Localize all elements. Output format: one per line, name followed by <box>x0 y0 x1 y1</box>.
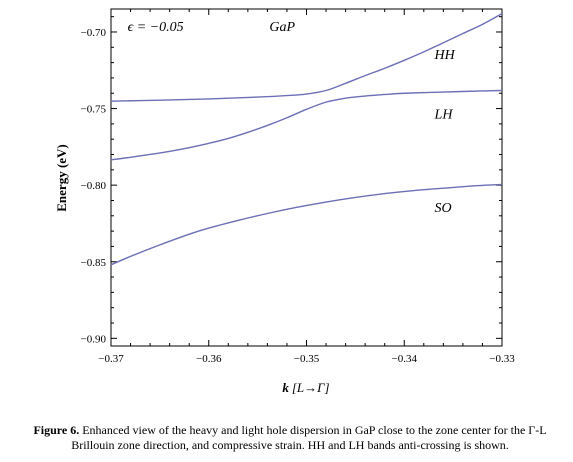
series-line-hh <box>110 12 503 102</box>
x-axis-bracket: [L→Γ] <box>292 380 330 395</box>
ticks <box>110 9 503 346</box>
series-line-lh <box>110 89 503 161</box>
series-line-so <box>110 183 503 266</box>
y-tick-label: −0.70 <box>81 27 107 39</box>
caption-label: Figure 6. <box>33 423 80 437</box>
annotation-label: HH <box>434 48 456 63</box>
x-tick-label: −0.37 <box>98 353 124 365</box>
x-tick-label: −0.36 <box>196 353 222 365</box>
y-tick-label: −0.85 <box>81 257 107 269</box>
annotation-label: GaP <box>269 20 295 35</box>
x-axis-title: k [L→Γ] <box>282 380 329 395</box>
annotation-label: SO <box>435 201 452 216</box>
x-tick-label: −0.33 <box>489 353 515 365</box>
annotations: ϵ = −0.05 GaP HH LH SO <box>128 20 456 216</box>
series-group <box>110 12 503 266</box>
caption-text: Enhanced view of the heavy and light hol… <box>71 423 547 452</box>
y-axis-title: Energy (eV) <box>54 144 69 212</box>
x-axis-variable: k <box>282 380 289 395</box>
tick-labels: −0.37 −0.36 −0.35 −0.34 −0.33 −0.90 −0.85 −0.80… <box>81 27 516 365</box>
annotation-label: ϵ = −0.05 <box>128 20 184 35</box>
y-tick-label: −0.80 <box>81 180 107 192</box>
x-tick-label: −0.34 <box>392 353 418 365</box>
y-tick-label: −0.90 <box>81 333 107 345</box>
x-tick-label: −0.35 <box>294 353 320 365</box>
figure-caption: Figure 6. Enhanced view of the heavy and… <box>14 423 566 453</box>
y-tick-label: −0.75 <box>81 104 107 116</box>
chart: −0.37 −0.36 −0.35 −0.34 −0.33 −0.90 −0.85 −0.80… <box>54 8 516 395</box>
annotation-label: LH <box>434 108 454 123</box>
